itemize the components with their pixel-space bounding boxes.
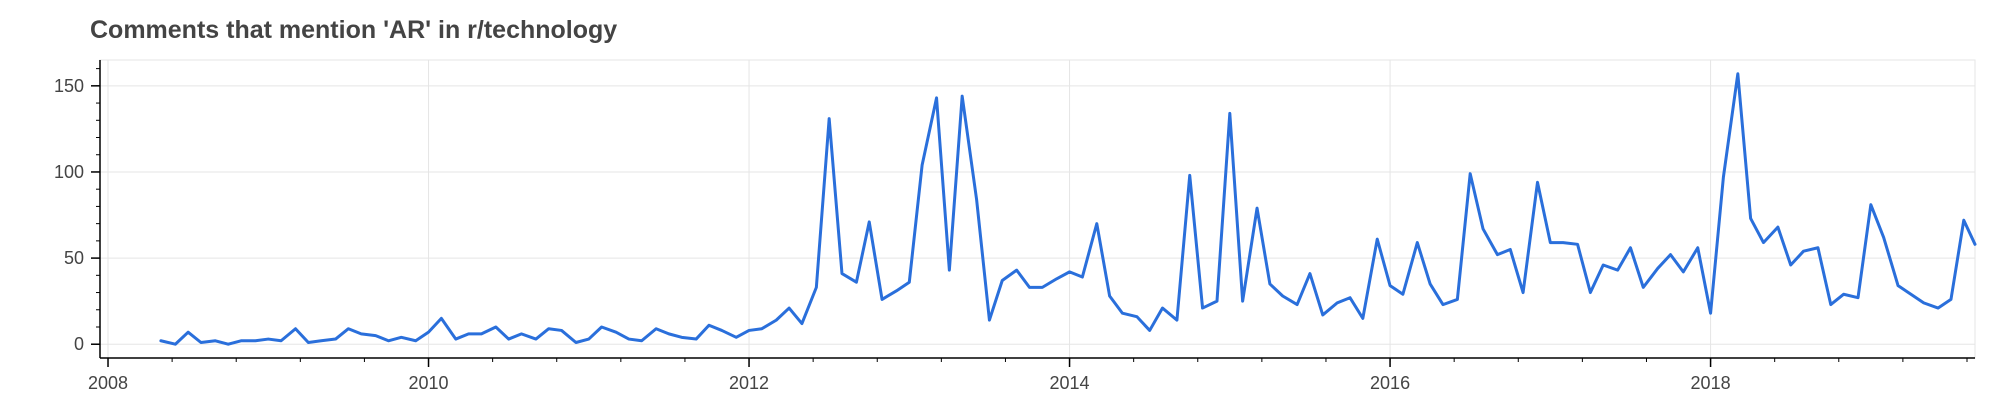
chart-title: Comments that mention 'AR' in r/technolo… <box>90 16 618 44</box>
y-tick-label: 0 <box>74 334 84 354</box>
y-tick-label: 150 <box>54 76 84 96</box>
x-tick-label: 2014 <box>1050 373 1090 393</box>
x-tick-label: 2008 <box>88 373 128 393</box>
grid <box>100 60 1975 358</box>
y-tick-label: 100 <box>54 162 84 182</box>
x-tick-label: 2012 <box>729 373 769 393</box>
series-line <box>159 72 1977 346</box>
plot-frame <box>99 59 1976 359</box>
series-layer <box>159 72 1977 346</box>
x-tick-label: 2010 <box>409 373 449 393</box>
y-tick-label: 50 <box>64 248 84 268</box>
x-tick-label: 2018 <box>1691 373 1731 393</box>
axes: 2008 2010 2012 2014 2016 2018 0 50 100 150 <box>54 60 1975 393</box>
x-tick-label: 2016 <box>1370 373 1410 393</box>
